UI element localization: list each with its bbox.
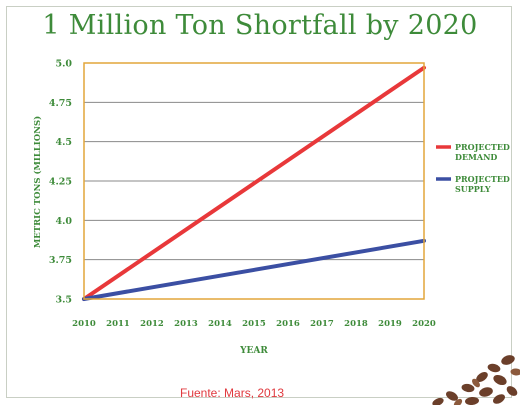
- chart-title: 1 Million Ton Shortfall by 2020: [42, 10, 478, 41]
- series-line: [82, 65, 426, 301]
- x-tick-label: 2012: [140, 319, 164, 329]
- y-tick-label: 3.75: [49, 255, 72, 266]
- y-tick-label: 4.5: [55, 137, 72, 148]
- x-axis-label: YEAR: [239, 346, 268, 356]
- y-axis-label: METRIC TONS (MILLIONS): [32, 116, 43, 248]
- legend-label: SUPPLY: [455, 184, 491, 194]
- legend-label: PROJECTED: [455, 142, 510, 152]
- x-tick-label: 2013: [174, 319, 198, 329]
- legend-label: PROJECTED: [455, 174, 510, 184]
- series-lines: [82, 65, 426, 301]
- y-tick-label: 4.75: [49, 98, 72, 109]
- x-tick-label: 2015: [242, 319, 266, 329]
- y-tick-label: 5.0: [55, 59, 72, 70]
- x-tick-label: 2018: [344, 319, 368, 329]
- x-tick-label: 2017: [310, 319, 334, 329]
- x-tick-label: 2010: [72, 319, 96, 329]
- y-tick-labels: 3.5 3.75 4.0 4.25 4.5 4.75 5.0: [49, 59, 73, 306]
- legend-label: DEMAND: [455, 152, 497, 162]
- y-tick-label: 4.25: [49, 177, 72, 188]
- y-tick-label: 3.5: [55, 295, 72, 306]
- x-tick-label: 2016: [276, 319, 300, 329]
- x-tick-labels: 2010 2011 2012 2013 2014 2015 2016 2017 2018 2019…: [72, 319, 436, 329]
- source-note: Fuente: Mars, 2013: [180, 386, 285, 400]
- x-tick-label: 2014: [208, 319, 232, 329]
- x-tick-label: 2020: [412, 319, 436, 329]
- x-tick-label: 2019: [378, 319, 402, 329]
- x-tick-label: 2011: [106, 319, 130, 329]
- series-line: [82, 238, 426, 301]
- plot-area-border: [83, 62, 425, 300]
- y-tick-label: 4.0: [55, 216, 72, 227]
- chart-frame: [6, 6, 512, 398]
